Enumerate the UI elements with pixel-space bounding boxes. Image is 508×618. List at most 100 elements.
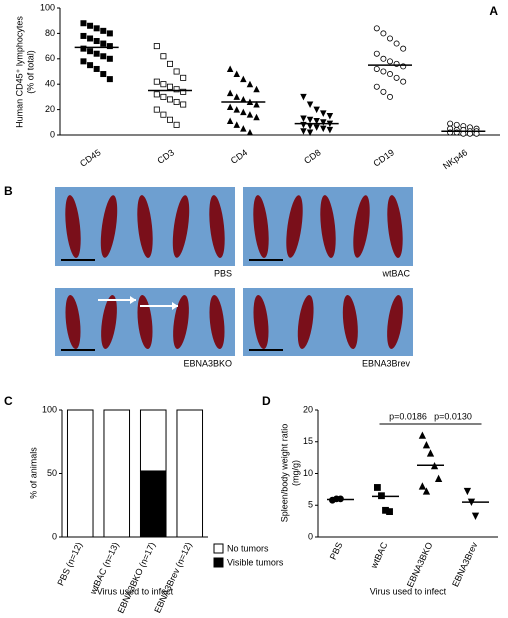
dot (93, 65, 100, 72)
legend-label: Visible tumors (227, 557, 284, 567)
dot (246, 111, 254, 118)
dot (373, 65, 380, 72)
y-tick-label: 100 (42, 404, 57, 414)
y-axis-title: % of animals (28, 447, 38, 499)
dot (246, 80, 254, 88)
dot (306, 101, 314, 109)
y-tick-label: 5 (308, 500, 313, 510)
dot (233, 121, 240, 128)
dot (100, 40, 107, 47)
dot (100, 53, 107, 60)
dot (426, 449, 435, 457)
dot (471, 512, 480, 520)
x-tick-label: EBNA3BKO (405, 541, 435, 589)
panel-letter: C (4, 394, 13, 408)
dot (313, 124, 320, 131)
y-axis-title: Spleen/body weight ratio (279, 424, 289, 523)
spleen (173, 295, 189, 349)
x-tick-label: PBS (328, 541, 345, 562)
photo-label: wtBAC (381, 268, 410, 278)
x-tick-label: CD8 (302, 147, 322, 166)
dot (233, 93, 240, 100)
dot (313, 118, 320, 125)
dot (253, 101, 260, 108)
dot (373, 50, 380, 57)
spleen (209, 294, 225, 350)
dot (300, 93, 307, 101)
dot (386, 93, 393, 100)
dot (386, 58, 393, 65)
dot (320, 110, 327, 117)
dot (180, 88, 187, 95)
x-tick-label: CD3 (155, 147, 175, 166)
dot (173, 98, 180, 105)
photo-label: EBNA3BKO (183, 358, 232, 368)
panel-letter: D (262, 394, 271, 408)
y-axis-title: Human CD45⁺ lymphocytes (14, 16, 24, 128)
dot (80, 20, 87, 27)
dot (106, 76, 113, 83)
dot (393, 74, 400, 81)
y-tick-label: 15 (303, 436, 313, 446)
dot (93, 25, 100, 32)
panel-letter: B (4, 184, 13, 198)
arrow-head (130, 296, 136, 304)
dot (173, 121, 180, 128)
dot (106, 55, 113, 62)
legend-swatch (213, 543, 224, 554)
dot (166, 60, 173, 67)
dot (253, 85, 260, 93)
dot (173, 86, 180, 93)
annotation: p=0.0130 (434, 411, 472, 421)
spleen (100, 195, 118, 258)
dot (87, 48, 94, 55)
dot (226, 89, 234, 97)
y-axis-title: (% of total) (25, 50, 35, 94)
dot (240, 108, 247, 116)
x-tick-label: EBNA3Brev (450, 540, 480, 588)
spleen (65, 195, 81, 258)
y-tick-label: 20 (303, 404, 313, 414)
y-tick-label: 0 (52, 531, 57, 541)
dot (153, 78, 160, 85)
dot (422, 487, 431, 495)
spleen (342, 294, 358, 350)
spleen (353, 195, 370, 258)
dot (87, 35, 94, 42)
arrow-head (172, 302, 178, 310)
dot (87, 62, 94, 69)
dot (386, 71, 393, 78)
dot (320, 119, 327, 126)
dot (380, 30, 387, 37)
dot (153, 91, 160, 98)
photo-strip (243, 266, 413, 280)
dot (93, 50, 100, 57)
y-axis-title: (mg/g) (290, 460, 300, 486)
dot (434, 474, 443, 482)
bar-segment (176, 409, 204, 538)
dot (373, 83, 380, 90)
x-tick-label: PBS (n=12) (55, 541, 84, 588)
dot (173, 68, 180, 75)
bar-segment (139, 409, 167, 472)
dot (166, 96, 173, 103)
x-tick-label: CD45 (78, 147, 103, 168)
y-tick-label: 50 (47, 468, 57, 478)
dot (306, 129, 314, 136)
dot (393, 40, 400, 47)
y-tick-label: 80 (45, 28, 55, 38)
legend-label: No tumors (227, 543, 269, 553)
dot (320, 125, 327, 133)
x-axis-title: Virus used to infect (370, 586, 447, 596)
dot (380, 68, 387, 75)
x-tick-label: CD19 (371, 147, 396, 168)
dot (313, 106, 320, 114)
dot (106, 30, 113, 37)
spleen (387, 195, 403, 258)
spleen (172, 195, 190, 258)
x-tick-label: CD4 (229, 147, 249, 166)
dot (226, 117, 234, 125)
dot (180, 74, 187, 81)
dot (300, 115, 307, 122)
spleen (387, 295, 403, 349)
